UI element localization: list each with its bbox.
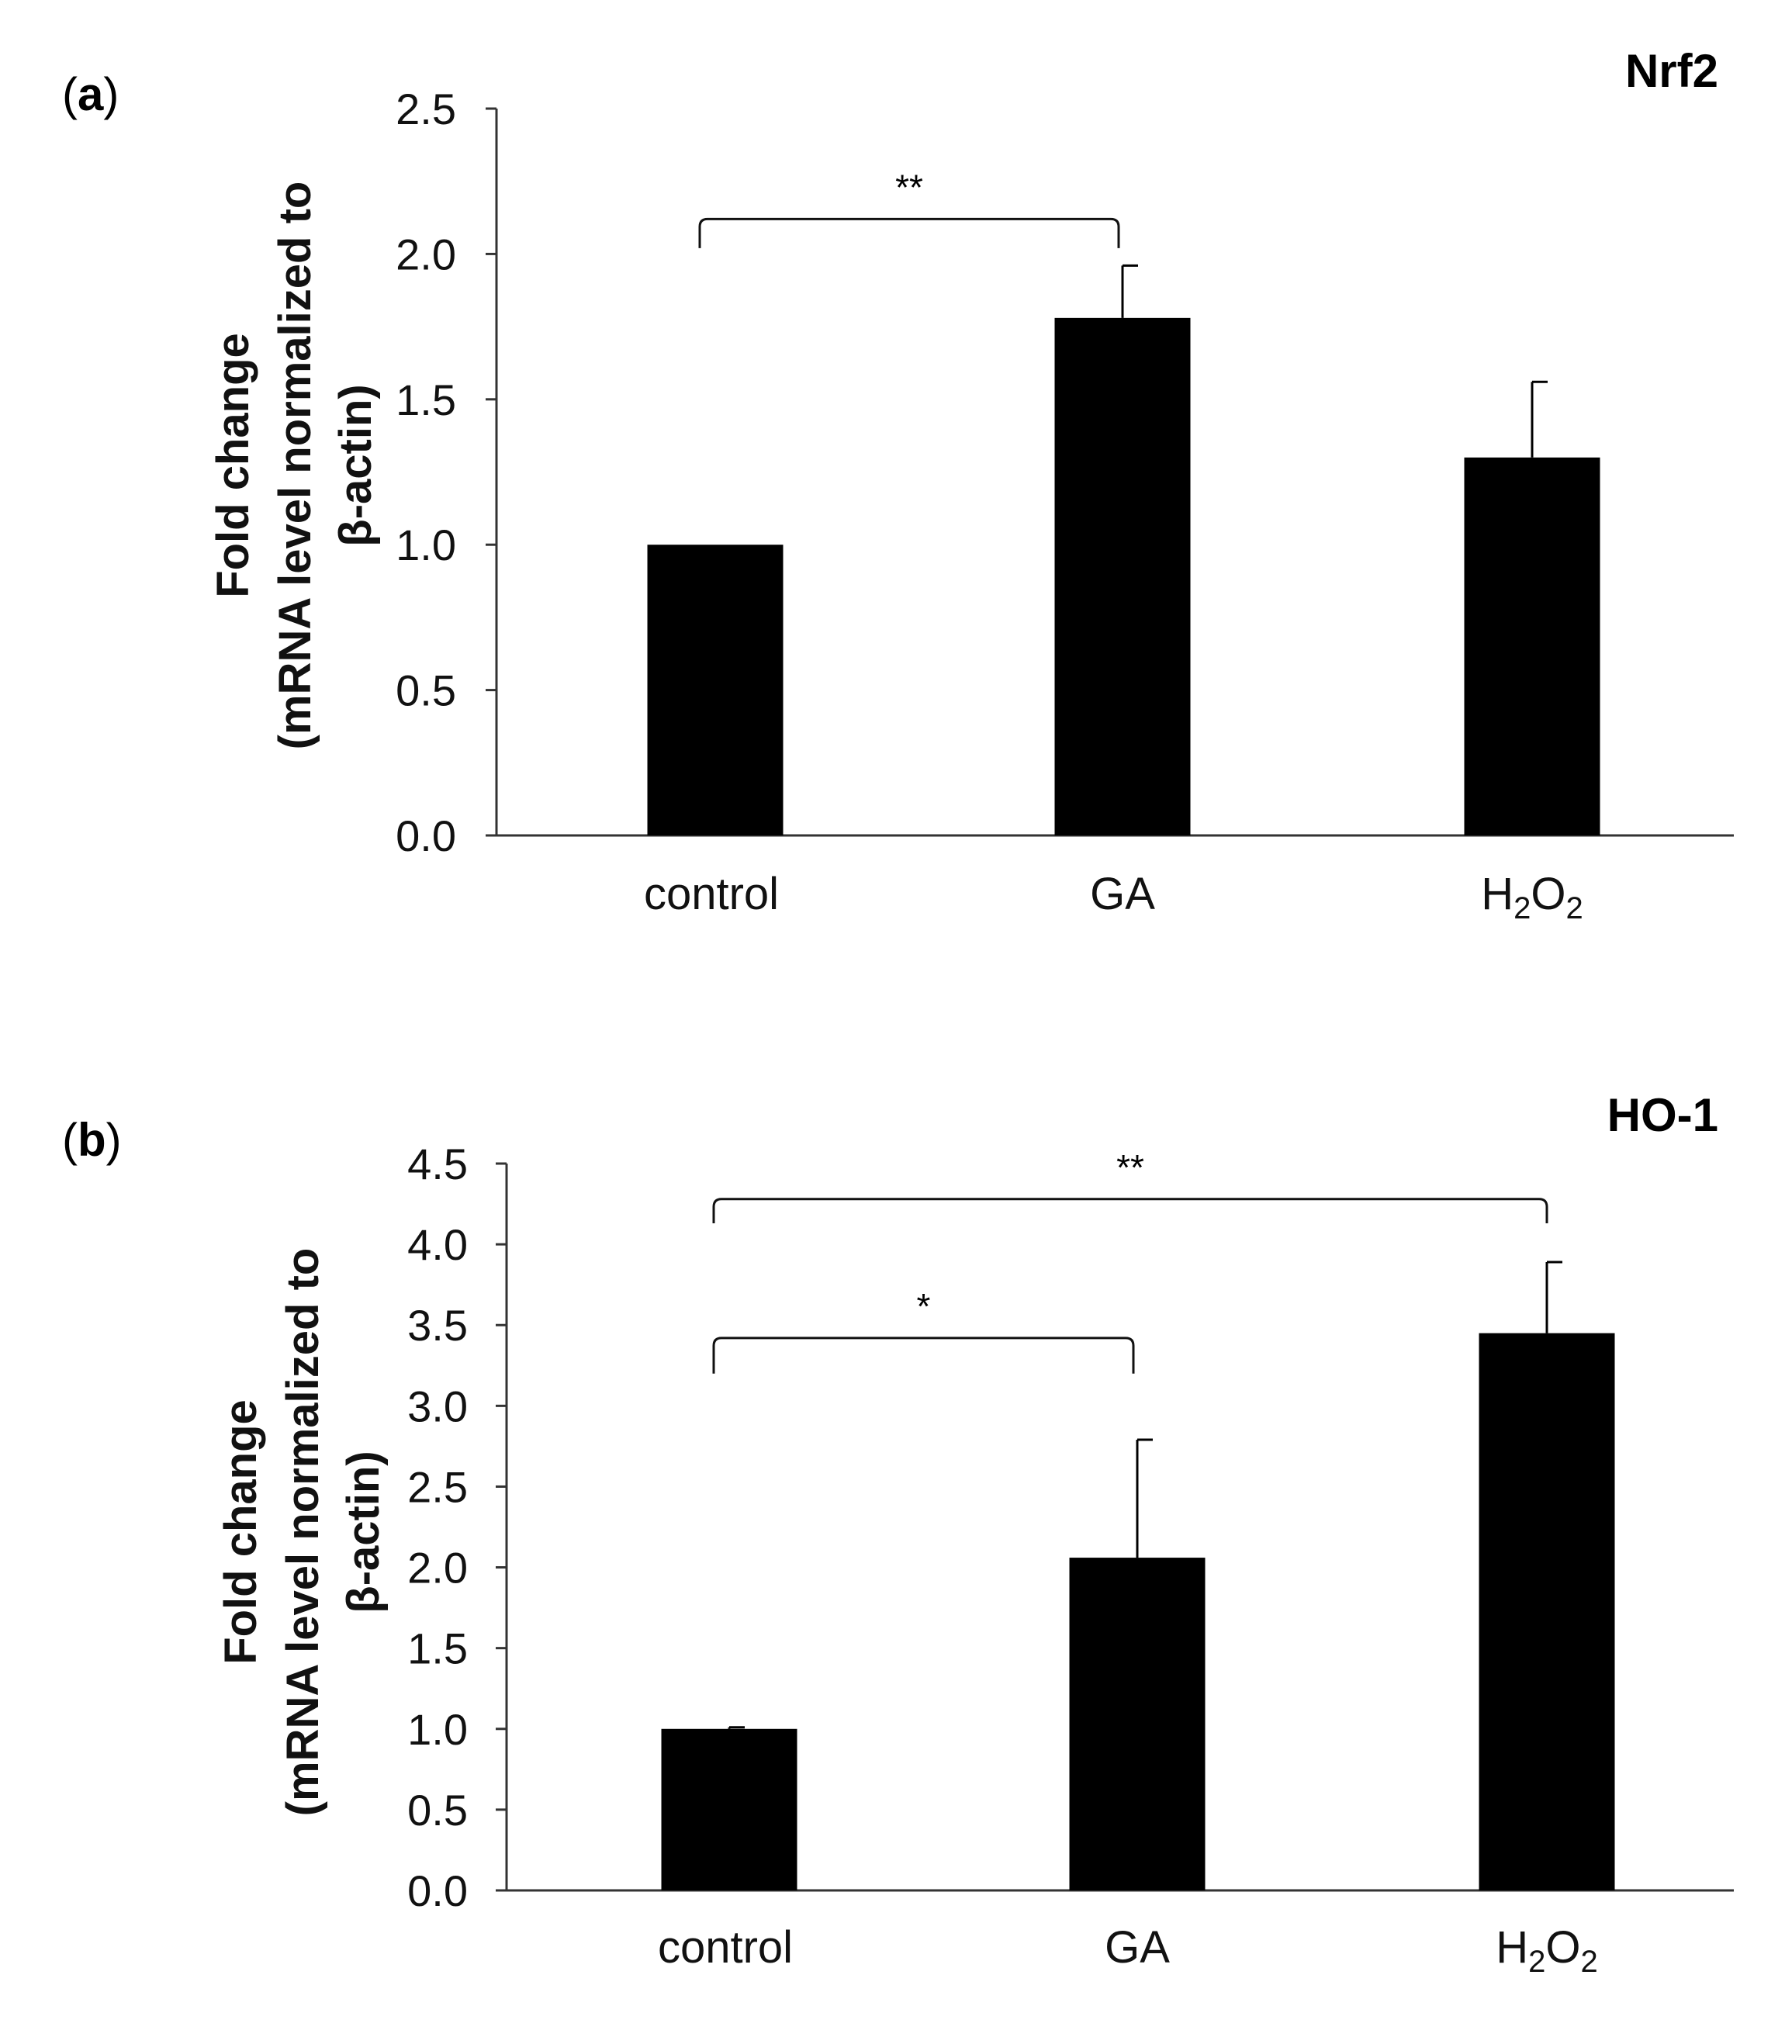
panel-label: (b) — [62, 1114, 122, 1166]
y-axis-label-line-3: β-actin) — [338, 1451, 389, 1613]
y-tick-label: 0.5 — [396, 666, 456, 715]
chart-panel-b: (b) HO-1 Fold change (mRNA level normalized… — [62, 1089, 1734, 1979]
y-axis-label-line-1: Fold change — [216, 1399, 266, 1665]
y-tick-label: 2.0 — [396, 230, 456, 278]
significance-bracket-1 — [698, 217, 1120, 248]
x-tick-label-H2O2: H2O2 — [1481, 869, 1583, 925]
y-tick-label: 2.0 — [407, 1544, 468, 1593]
bar-GA — [1069, 1558, 1206, 1890]
y-tick-label: 2.5 — [396, 85, 456, 133]
bar-H2O2 — [1479, 1333, 1615, 1890]
bar-control — [661, 1728, 797, 1890]
bar-control — [647, 545, 784, 835]
x-tick-label-GA: GA — [1090, 869, 1155, 919]
y-tick-label: 4.0 — [407, 1220, 468, 1269]
significance-label-1: * — [917, 1286, 931, 1326]
y-tick-label: 0.5 — [407, 1786, 468, 1835]
x-tick-label-control: control — [658, 1922, 793, 1973]
significance-bracket-2 — [712, 1198, 1548, 1224]
chart-title: Nrf2 — [1625, 45, 1718, 97]
panel-letter: b — [78, 1114, 106, 1166]
y-tick-label: 0.0 — [396, 811, 456, 860]
y-tick-label: 0.0 — [407, 1866, 468, 1915]
y-tick-label: 3.5 — [407, 1301, 468, 1350]
bar-GA — [1054, 317, 1191, 836]
y-tick-label: 1.5 — [407, 1624, 468, 1673]
y-tick-label: 1.0 — [396, 521, 456, 569]
y-axis-label-line-2: (mRNA level normalized to — [278, 1248, 328, 1817]
y-axis-label-line-2: (mRNA level normalized to — [270, 182, 320, 750]
y-tick-label: 4.5 — [407, 1140, 468, 1188]
chart-title: HO-1 — [1607, 1089, 1718, 1141]
panel-label: (a) — [62, 68, 119, 120]
x-tick-label-control: control — [644, 869, 779, 919]
y-tick-label: 3.0 — [407, 1382, 468, 1430]
significance-bracket-1 — [712, 1337, 1135, 1374]
y-axis-label-line-3: β-actin) — [330, 384, 381, 546]
significance-label-2: ** — [1116, 1147, 1144, 1188]
chart-panel-a: (a) Nrf2 Fold change (mRNA level normalized… — [62, 45, 1734, 925]
panel-letter: a — [78, 68, 104, 120]
y-tick-label: 1.0 — [407, 1705, 468, 1754]
bar-H2O2 — [1464, 457, 1600, 835]
significance-label-1: ** — [895, 167, 923, 207]
y-tick-label: 1.5 — [396, 375, 456, 424]
y-axis-label-line-1: Fold change — [208, 333, 258, 598]
x-tick-label-GA: GA — [1105, 1922, 1170, 1973]
y-tick-label: 2.5 — [407, 1462, 468, 1511]
x-tick-label-H2O2: H2O2 — [1496, 1922, 1598, 1979]
